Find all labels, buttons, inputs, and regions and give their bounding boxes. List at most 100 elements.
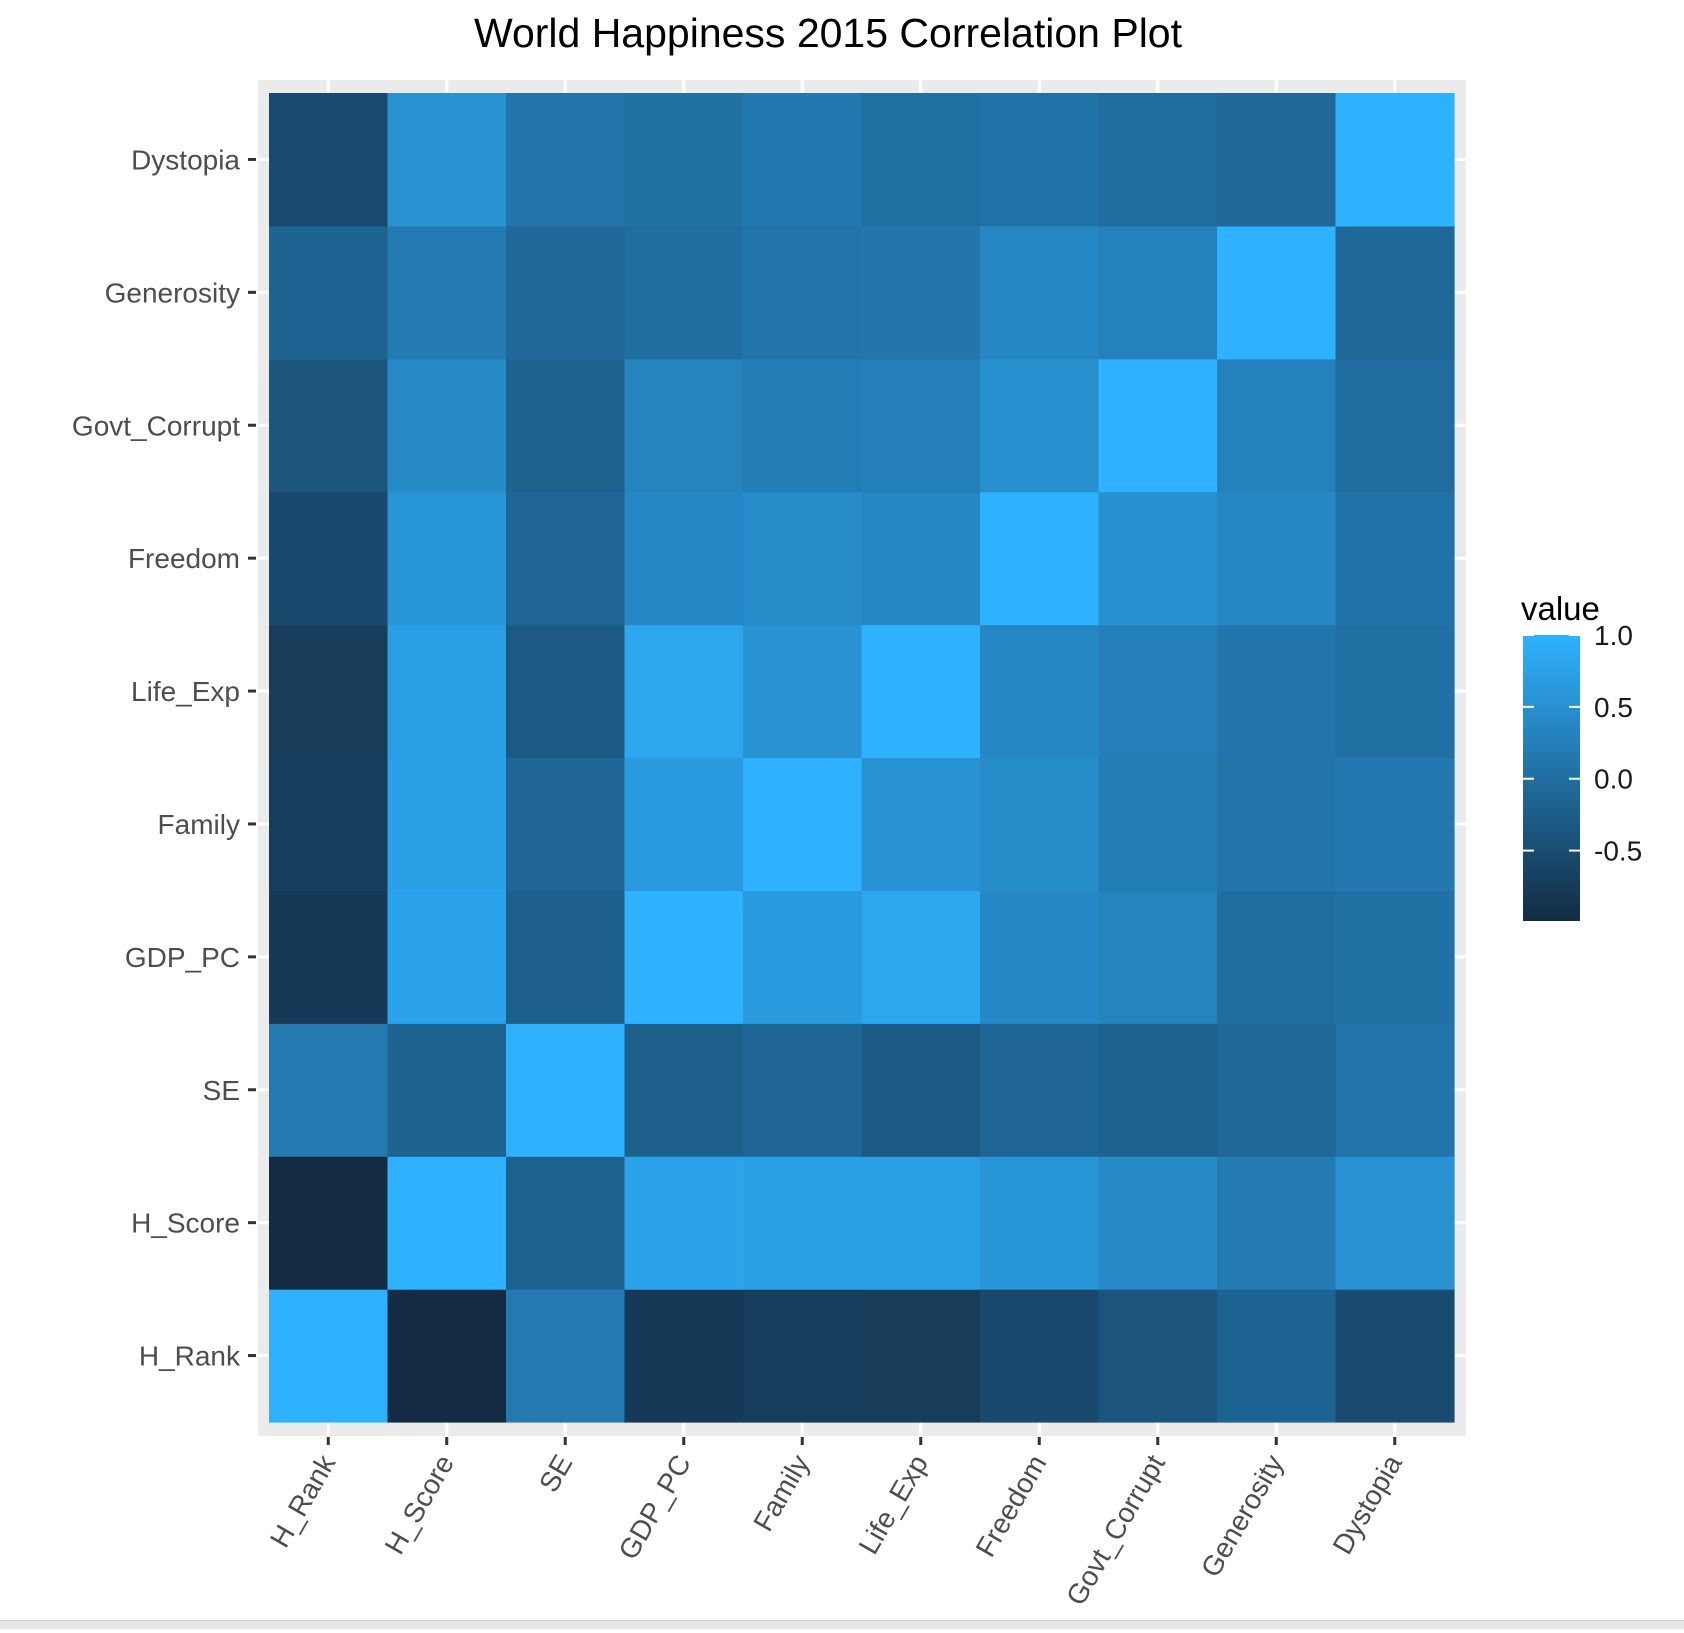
heatmap-cell-Freedom-SE — [506, 491, 626, 626]
y-tick-label: H_Score — [131, 1208, 240, 1239]
heatmap-cell-H_Rank-H_Rank — [269, 1289, 389, 1423]
y-tick-label: Life_Exp — [131, 676, 240, 707]
heatmap-cell-GDP_PC-Generosity — [1217, 890, 1337, 1024]
heatmap-cell-SE-Dystopia — [1335, 1023, 1455, 1157]
heatmap-cell-Family-GDP_PC — [624, 757, 744, 891]
legend-tick-label: 0.0 — [1594, 764, 1633, 795]
heatmap-cell-H_Rank-Generosity — [1217, 1289, 1337, 1423]
x-tick-label: Family — [747, 1450, 815, 1537]
heatmap-cell-Dystopia-SE — [506, 93, 626, 227]
heatmap-cell-GDP_PC-Dystopia — [1335, 890, 1455, 1024]
heatmap-cell-Family-Life_Exp — [861, 757, 981, 891]
heatmap-cell-Family-Dystopia — [1335, 757, 1455, 891]
heatmap-cell-Govt_Corrupt-H_Rank — [269, 358, 389, 493]
heatmap-cell-Freedom-GDP_PC — [624, 491, 744, 626]
heatmap-cell-H_Rank-GDP_PC — [624, 1289, 744, 1423]
heatmap-cell-SE-H_Score — [387, 1023, 507, 1157]
y-tick-label: GDP_PC — [125, 942, 240, 973]
y-tick-label: Govt_Corrupt — [72, 410, 240, 441]
x-tick-label: Dystopia — [1327, 1449, 1409, 1559]
heatmap-cell-Dystopia-Freedom — [980, 93, 1100, 227]
heatmap-cell-SE-Life_Exp — [861, 1023, 981, 1157]
heatmap-cell-Freedom-Family — [743, 491, 863, 626]
heatmap-cell-Life_Exp-Life_Exp — [861, 624, 981, 759]
x-tick-label: Life_Exp — [853, 1450, 934, 1560]
heatmap-cell-H_Score-Govt_Corrupt — [1098, 1156, 1218, 1290]
heatmap-cell-Life_Exp-Family — [743, 624, 863, 759]
x-tick-label: SE — [533, 1450, 579, 1498]
heatmap-cell-SE-Freedom — [980, 1023, 1100, 1157]
heatmap-cell-Freedom-Freedom — [980, 491, 1100, 626]
heatmap-cell-Dystopia-GDP_PC — [624, 93, 744, 227]
heatmap-cell-Life_Exp-Generosity — [1217, 624, 1337, 759]
heatmap-cell-Family-H_Score — [387, 757, 507, 891]
heatmap-cell-Dystopia-Dystopia — [1335, 93, 1455, 227]
heatmap-cell-Freedom-Govt_Corrupt — [1098, 491, 1218, 626]
y-tick-label: H_Rank — [139, 1341, 241, 1372]
heatmap-cell-Family-Freedom — [980, 757, 1100, 891]
heatmap-cell-Govt_Corrupt-Generosity — [1217, 358, 1337, 493]
y-axis: H_Rank H_Score SE GDP_PC Family Life_Exp Freed… — [72, 144, 256, 1372]
legend-tick-label: 0.5 — [1594, 692, 1633, 723]
x-tick-label: Generosity — [1195, 1450, 1290, 1583]
heatmap-cell-Govt_Corrupt-Govt_Corrupt — [1098, 358, 1218, 493]
heatmap-cell-H_Rank-Freedom — [980, 1289, 1100, 1423]
legend-tick-label: 1.0 — [1594, 620, 1633, 651]
heatmap-cell-Generosity-Freedom — [980, 225, 1100, 360]
heatmap-cell-Govt_Corrupt-Life_Exp — [861, 358, 981, 493]
window-bottom-border — [0, 1620, 1684, 1629]
heatmap-cell-SE-Govt_Corrupt — [1098, 1023, 1218, 1157]
heatmap-cell-Freedom-Life_Exp — [861, 491, 981, 626]
heatmap-cell-Life_Exp-Dystopia — [1335, 624, 1455, 759]
heatmap-cell-SE-SE — [506, 1023, 626, 1157]
heatmap-cell-H_Score-Family — [743, 1156, 863, 1290]
chart-title: World Happiness 2015 Correlation Plot — [474, 10, 1183, 56]
heatmap-cell-Generosity-Govt_Corrupt — [1098, 225, 1218, 360]
heatmap-cell-Dystopia-H_Rank — [269, 93, 389, 227]
heatmap-cell-H_Score-H_Score — [387, 1156, 507, 1290]
heatmap-cell-GDP_PC-Freedom — [980, 890, 1100, 1024]
heatmap-cell-Family-Family — [743, 757, 863, 891]
heatmap-cell-H_Rank-Family — [743, 1289, 863, 1423]
x-tick-label: GDP_PC — [613, 1450, 697, 1565]
heatmap-cell-Generosity-H_Score — [387, 225, 507, 360]
heatmap-cells — [269, 93, 1455, 1423]
heatmap-cell-Family-Generosity — [1217, 757, 1337, 891]
heatmap-cell-Life_Exp-GDP_PC — [624, 624, 744, 759]
heatmap-cell-Life_Exp-SE — [506, 624, 626, 759]
heatmap-cell-Generosity-Generosity — [1217, 225, 1337, 360]
heatmap-cell-Family-Govt_Corrupt — [1098, 757, 1218, 891]
x-tick-label: Govt_Corrupt — [1060, 1449, 1171, 1610]
heatmap-cell-GDP_PC-Family — [743, 890, 863, 1024]
heatmap-cell-H_Score-GDP_PC — [624, 1156, 744, 1290]
heatmap-cell-H_Rank-Dystopia — [1335, 1289, 1455, 1423]
heatmap-cell-H_Rank-Life_Exp — [861, 1289, 981, 1423]
heatmap-cell-GDP_PC-SE — [506, 890, 626, 1024]
heatmap-cell-H_Rank-H_Score — [387, 1289, 507, 1423]
y-tick-label: Freedom — [128, 543, 240, 574]
heatmap-cell-Generosity-GDP_PC — [624, 225, 744, 360]
heatmap-cell-H_Score-H_Rank — [269, 1156, 389, 1290]
heatmap-cell-SE-Generosity — [1217, 1023, 1337, 1157]
legend: value 1.0 0.5 0.0 -0.5 — [1521, 590, 1642, 921]
heatmap-cell-Life_Exp-H_Score — [387, 624, 507, 759]
x-tick-label: H_Score — [379, 1450, 460, 1560]
heatmap-cell-H_Score-Generosity — [1217, 1156, 1337, 1290]
heatmap-cell-Family-SE — [506, 757, 626, 891]
heatmap-cell-GDP_PC-Life_Exp — [861, 890, 981, 1024]
heatmap-cell-Govt_Corrupt-H_Score — [387, 358, 507, 493]
legend-title: value — [1521, 590, 1600, 627]
heatmap-cell-Dystopia-Life_Exp — [861, 93, 981, 227]
legend-tick-label: -0.5 — [1594, 836, 1642, 867]
heatmap-cell-GDP_PC-H_Rank — [269, 890, 389, 1024]
heatmap-cell-Generosity-SE — [506, 225, 626, 360]
heatmap-cell-H_Score-Freedom — [980, 1156, 1100, 1290]
heatmap-cell-Govt_Corrupt-Family — [743, 358, 863, 493]
heatmap-cell-GDP_PC-Govt_Corrupt — [1098, 890, 1218, 1024]
x-tick-label: Freedom — [970, 1450, 1053, 1563]
heatmap-cell-GDP_PC-GDP_PC — [624, 890, 744, 1024]
heatmap-cell-H_Rank-Govt_Corrupt — [1098, 1289, 1218, 1423]
heatmap-cell-SE-Family — [743, 1023, 863, 1157]
